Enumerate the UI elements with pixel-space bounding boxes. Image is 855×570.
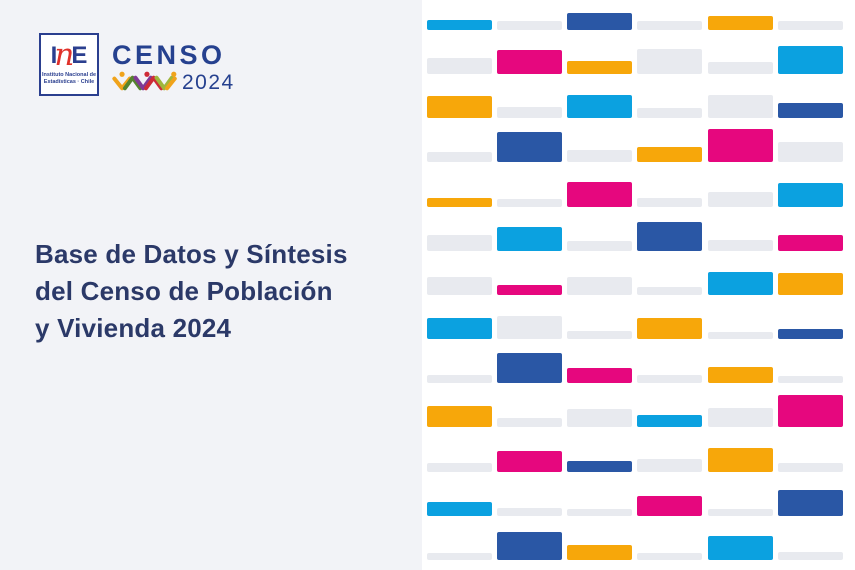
mosaic-tile: [427, 198, 492, 207]
mosaic-tile: [637, 222, 702, 251]
mosaic-tile: [427, 152, 492, 162]
mosaic-tile: [637, 318, 702, 339]
mosaic-tile: [427, 96, 492, 118]
mosaic-tile: [708, 95, 773, 118]
mosaic-tile: [637, 198, 702, 207]
mosaic-tile: [427, 463, 492, 472]
mosaic-tile: [427, 58, 492, 74]
mosaic-tile: [708, 129, 773, 162]
censo-logo: CENSO: [112, 33, 235, 95]
mosaic-tile: [637, 496, 702, 516]
mosaic-tile: [497, 508, 562, 516]
mosaic-tile: [567, 95, 632, 118]
mosaic-tile: [637, 21, 702, 30]
left-panel: I n E Instituto Nacional de Estadísticas…: [0, 0, 422, 570]
mosaic-tile: [708, 16, 773, 30]
mosaic-tile: [427, 235, 492, 251]
mosaic-tile: [497, 285, 562, 295]
mosaic-tile: [778, 235, 843, 251]
mosaic-tile: [778, 21, 843, 30]
mosaic-tile: [778, 273, 843, 295]
mosaic-tile: [497, 132, 562, 162]
page-title-line3: y Vivienda 2024: [35, 313, 232, 343]
mosaic-tile: [567, 545, 632, 560]
mosaic-tile: [708, 509, 773, 516]
mosaic-tile: [778, 329, 843, 339]
mosaic-tile: [778, 395, 843, 427]
mosaic-tile: [708, 332, 773, 339]
censo-logo-bottom: 2024: [112, 70, 235, 94]
mosaic-tile: [427, 502, 492, 516]
mosaic-tile: [497, 532, 562, 560]
mosaic-tile: [567, 277, 632, 295]
mosaic-tile: [497, 50, 562, 74]
mosaic-tile: [778, 103, 843, 118]
mosaic-tile: [567, 13, 632, 30]
mosaic-tile: [497, 353, 562, 383]
people-zigzag-icon: [112, 71, 177, 90]
mosaic-tile: [567, 61, 632, 74]
mosaic-tile: [427, 318, 492, 339]
mosaic-tile: [637, 147, 702, 162]
mosaic-tile: [567, 182, 632, 207]
mosaic-tile: [708, 240, 773, 251]
mosaic-tile: [497, 418, 562, 427]
mosaic-tile: [567, 150, 632, 162]
ine-logo-sublabel: Instituto Nacional de Estadísticas · Chi…: [42, 72, 96, 85]
mosaic-tile: [637, 287, 702, 295]
mosaic-tile: [427, 277, 492, 295]
mosaic-tile: [567, 241, 632, 251]
logo-row: I n E Instituto Nacional de Estadísticas…: [39, 33, 235, 96]
mosaic-tile: [497, 199, 562, 207]
ine-letter-e: E: [71, 42, 88, 69]
censo-wordmark: CENSO: [112, 40, 226, 70]
mosaic-tile: [497, 21, 562, 30]
mosaic-tile: [637, 459, 702, 472]
mosaic-tile: [778, 46, 843, 74]
mosaic-tile: [497, 227, 562, 251]
mosaic-tile: [708, 367, 773, 383]
page-title-line2: del Censo de Población: [35, 276, 333, 306]
mosaic-tile: [637, 108, 702, 118]
mosaic-tile: [708, 448, 773, 472]
mosaic-tile: [637, 49, 702, 74]
mosaic-tile: [497, 107, 562, 118]
ine-sublabel-line1: Instituto Nacional de: [41, 72, 97, 78]
mosaic-tile: [708, 536, 773, 560]
mosaic-tile: [427, 20, 492, 30]
ine-logo-letters: I n E: [50, 37, 88, 73]
mosaic-tile: [567, 368, 632, 383]
ine-letter-n: n: [54, 37, 75, 73]
mosaic-tile: [637, 375, 702, 383]
mosaic-tile: [427, 375, 492, 383]
mosaic-tile: [778, 463, 843, 472]
mosaic-tile: [567, 509, 632, 516]
mosaic-tile: [637, 553, 702, 560]
mosaic-tile: [708, 272, 773, 295]
ine-logo: I n E Instituto Nacional de Estadísticas…: [39, 33, 99, 96]
page-title-line1: Base de Datos y Síntesis: [35, 239, 348, 269]
page-title: Base de Datos y Síntesis del Censo de Po…: [35, 236, 348, 347]
mosaic-tile: [567, 461, 632, 472]
ine-letter-i: I: [50, 42, 58, 69]
mosaic-tile: [708, 62, 773, 74]
mosaic-tile: [497, 451, 562, 472]
mosaic-tile: [637, 415, 702, 427]
mosaic-tile: [778, 490, 843, 516]
mosaic-tile: [427, 406, 492, 427]
mosaic-tile: [778, 552, 843, 560]
mosaic-tile: [497, 316, 562, 339]
mosaic-tile: [778, 183, 843, 207]
mosaic-tile: [778, 142, 843, 162]
mosaic-tile: [567, 409, 632, 427]
mosaic-tile: [708, 192, 773, 207]
mosaic-tile: [567, 331, 632, 339]
censo-year: 2024: [182, 71, 235, 94]
mosaic-tile: [708, 408, 773, 427]
mosaic-tile: [778, 376, 843, 383]
mosaic-tile: [427, 553, 492, 560]
ine-sublabel-line2: Estadísticas · Chile: [43, 78, 95, 85]
